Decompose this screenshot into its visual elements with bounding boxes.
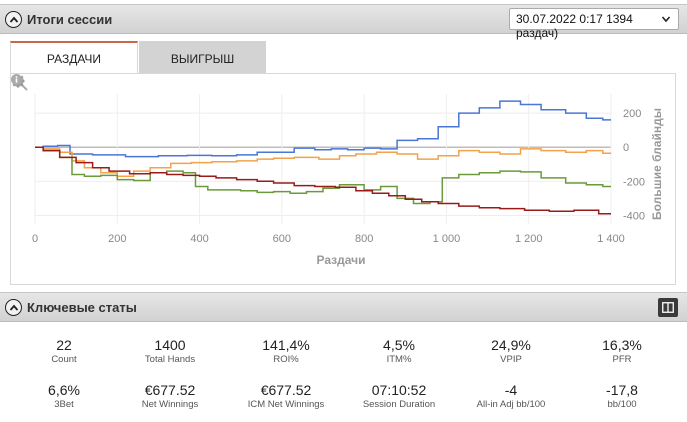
collapse-stats-button[interactable] [5, 299, 22, 316]
stat-label: ROI% [273, 354, 299, 365]
stat-value: 6,6% [48, 382, 80, 398]
stat-label: 3Bet [54, 399, 74, 410]
key-stats-grid: 22 Count 1400 Total Hands 141,4% ROI% 4,5% ITM%… [0, 323, 687, 422]
stat-label: Count [51, 354, 77, 365]
x-tick-label: 800 [355, 233, 373, 245]
key-stats-header: Ключевые статы [0, 292, 687, 322]
stat-session-duration: 07:10:52 Session Duration [344, 382, 454, 410]
stat-value: 141,4% [262, 337, 310, 353]
stat-label: Net Winnings [141, 399, 199, 410]
stat-count: 22 Count [9, 337, 119, 365]
x-tick-label: 1 400 [597, 233, 625, 245]
stat-value: €677.52 [144, 382, 196, 398]
x-axis-label: Раздачи [317, 253, 366, 267]
chevron-up-icon [9, 16, 18, 23]
series-line-1 [35, 146, 611, 177]
stat-label: VPIP [500, 354, 522, 365]
x-tick-label: 1 200 [515, 233, 543, 245]
y-tick-label: -400 [623, 210, 645, 222]
tab-winnings[interactable]: ВЫИГРЫШ [139, 41, 266, 73]
x-tick-label: 200 [108, 233, 126, 245]
x-tick-label: 1 000 [433, 233, 461, 245]
y-tick-label: -200 [623, 176, 645, 188]
stat-value: -17,8 [606, 382, 638, 398]
columns-icon [662, 302, 674, 313]
session-select-value: 30.07.2022 0:17 1394 раздач) [516, 12, 633, 40]
x-tick-label: 0 [32, 233, 38, 245]
stat-label: All-in Adj bb/100 [476, 399, 546, 410]
chevron-down-icon [661, 16, 671, 23]
session-summary-title: Итоги сессии [27, 12, 113, 27]
stat-icm-net-winnings: €677.52 ICM Net Winnings [231, 382, 341, 410]
collapse-session-button[interactable] [5, 11, 22, 28]
stat-value: 16,3% [602, 337, 642, 353]
info-icon[interactable] [11, 74, 22, 85]
stat-value: 24,9% [491, 337, 531, 353]
stat-label: Session Duration [362, 399, 436, 410]
stat-vpip: 24,9% VPIP [456, 337, 566, 365]
x-tick-label: 400 [190, 233, 208, 245]
stat-pfr: 16,3% PFR [567, 337, 677, 365]
stat-all-in-adj-bb-100: -4 All-in Adj bb/100 [456, 382, 566, 410]
series-line-0 [35, 100, 611, 158]
results-chart: 200 0 -200 -400 0 200 400 600 800 1 000 1 200 1 400… [10, 73, 676, 285]
stat-value: 07:10:52 [371, 382, 427, 398]
stat-total-hands: 1400 Total Hands [115, 337, 225, 365]
chevron-up-icon [9, 304, 18, 311]
stat-3bet: 6,6% 3Bet [9, 382, 119, 410]
stat-label: ICM Net Winnings [247, 399, 325, 410]
stat-net-winnings: €677.52 Net Winnings [115, 382, 225, 410]
stat-value: -4 [504, 382, 518, 398]
stat-value: €677.52 [260, 382, 312, 398]
key-stats-title: Ключевые статы [27, 300, 137, 315]
x-tick-label: 600 [273, 233, 291, 245]
columns-layout-button[interactable] [658, 298, 678, 317]
session-summary-header: Итоги сессии 30.07.2022 0:17 1394 раздач… [0, 4, 687, 40]
stat-label: bb/100 [607, 399, 637, 410]
stat-label: PFR [612, 354, 632, 365]
line-chart: 200 0 -200 -400 0 200 400 600 800 1 000 1 200 1 400… [32, 94, 664, 267]
session-select[interactable]: 30.07.2022 0:17 1394 раздач) [509, 8, 679, 40]
stat-bb-100: -17,8 bb/100 [567, 382, 677, 410]
stat-value: 1400 [154, 337, 186, 353]
stat-value: 4,5% [383, 337, 415, 353]
stat-label: Total Hands [144, 354, 196, 365]
stat-itm: 4,5% ITM% [344, 337, 454, 365]
tab-hands[interactable]: РАЗДАЧИ [10, 41, 138, 73]
stat-roi: 141,4% ROI% [231, 337, 341, 365]
y-tick-label: 0 [623, 142, 629, 154]
series-line-2 [35, 146, 611, 205]
stat-value: 22 [56, 337, 72, 353]
y-axis-label: Большие блайнды [650, 108, 664, 220]
stat-label: ITM% [386, 354, 412, 365]
y-tick-label: 200 [623, 108, 641, 120]
series-line-3 [35, 146, 611, 215]
